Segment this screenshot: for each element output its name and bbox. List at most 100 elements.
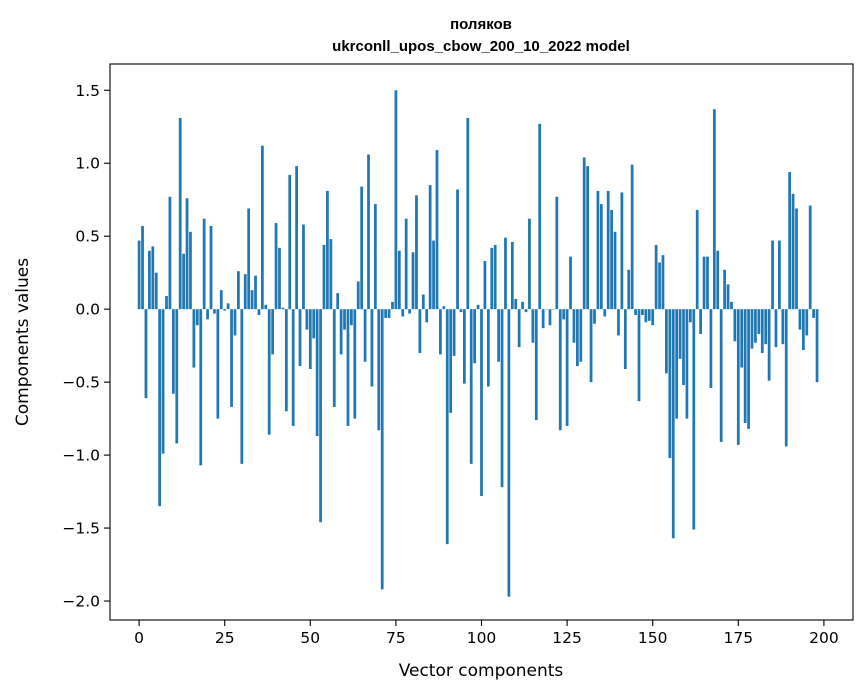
bar-100 [480, 309, 483, 496]
bar-60 [343, 309, 346, 330]
bar-48 [302, 224, 305, 310]
bar-107 [504, 237, 507, 310]
bar-133 [593, 309, 596, 324]
bar-134 [596, 190, 600, 310]
bar-114 [528, 218, 531, 310]
bar-27 [230, 309, 233, 407]
bar-38 [267, 309, 271, 435]
bar-176 [740, 309, 744, 368]
bar-149 [647, 309, 651, 321]
y-tick-label: −2.0 [62, 593, 100, 611]
bar-163 [695, 209, 699, 310]
bar-4 [151, 246, 155, 310]
bar-122 [555, 196, 559, 310]
bar-96 [466, 117, 470, 310]
bar-190 [788, 171, 792, 310]
bar-196 [808, 205, 812, 310]
bar-31 [243, 274, 247, 310]
bar-187 [778, 240, 781, 310]
bar-171 [723, 269, 726, 310]
y-tick-label: 1.5 [75, 82, 100, 100]
bar-92 [452, 309, 456, 356]
bar-75 [394, 90, 398, 310]
bar-148 [644, 309, 648, 323]
bar-181 [757, 309, 761, 334]
bar-145 [634, 309, 637, 316]
bar-144 [630, 164, 634, 310]
bar-129 [579, 309, 583, 362]
bar-81 [415, 195, 418, 310]
y-tick-label: −1.5 [62, 520, 100, 538]
bar-164 [699, 309, 702, 334]
bar-175 [736, 309, 740, 445]
bar-116 [534, 309, 538, 421]
bar-28 [233, 309, 237, 336]
bar-166 [706, 256, 709, 310]
bar-8 [165, 296, 168, 310]
bar-36 [261, 145, 264, 310]
bar-16 [192, 309, 196, 368]
x-tick-label: 150 [638, 629, 668, 647]
bar-158 [678, 309, 682, 359]
bar-99 [476, 304, 480, 310]
bar-40 [274, 223, 278, 310]
bar-87 [435, 150, 439, 310]
bar-11 [175, 309, 179, 444]
bar-86 [432, 240, 435, 310]
bar-79 [408, 309, 411, 314]
bar-132 [589, 309, 593, 383]
bar-98 [473, 309, 477, 364]
bar-21 [209, 225, 213, 310]
bar-113 [524, 309, 528, 313]
bar-59 [339, 309, 343, 355]
bar-85 [428, 185, 432, 310]
bar-30 [240, 309, 244, 464]
bar-88 [439, 309, 442, 355]
bar-110 [514, 298, 518, 310]
bar-182 [760, 309, 764, 353]
bar-78 [404, 218, 408, 310]
x-axis-label: Vector components [399, 661, 564, 681]
bar-170 [719, 309, 723, 442]
bar-20 [206, 309, 209, 320]
x-tick-label: 200 [809, 629, 839, 647]
bar-135 [599, 204, 603, 310]
bar-83 [421, 294, 425, 310]
bar-172 [726, 284, 730, 310]
bar-102 [486, 309, 490, 387]
bar-71 [380, 309, 384, 590]
bar-177 [743, 309, 747, 423]
bar-61 [346, 309, 350, 426]
chart-title-line-2: ukrconll_upos_cbow_200_10_2022 model [332, 38, 630, 55]
bar-153 [661, 255, 665, 310]
bar-106 [500, 309, 504, 488]
bar-10 [171, 309, 175, 394]
bar-2 [144, 309, 148, 399]
bar-68 [370, 309, 374, 387]
bar-173 [730, 301, 733, 310]
bar-137 [606, 190, 610, 310]
x-tick-label: 75 [386, 629, 406, 647]
bar-128 [576, 309, 579, 367]
bar-76 [397, 250, 401, 310]
bar-0 [137, 240, 141, 310]
bar-191 [791, 193, 795, 310]
bar-138 [610, 209, 613, 310]
bar-34 [254, 275, 257, 310]
bar-103 [490, 247, 494, 310]
bar-42 [281, 307, 285, 310]
bar-82 [418, 309, 422, 353]
bar-109 [510, 242, 514, 310]
bar-168 [712, 109, 716, 310]
bar-136 [603, 309, 607, 317]
bar-105 [497, 309, 500, 362]
bar-67 [367, 154, 370, 310]
bar-94 [459, 309, 463, 313]
bar-183 [764, 309, 768, 345]
bar-58 [336, 293, 340, 310]
bar-97 [469, 309, 473, 464]
bar-45 [291, 309, 295, 426]
bar-124 [562, 309, 566, 320]
bar-174 [733, 309, 737, 342]
